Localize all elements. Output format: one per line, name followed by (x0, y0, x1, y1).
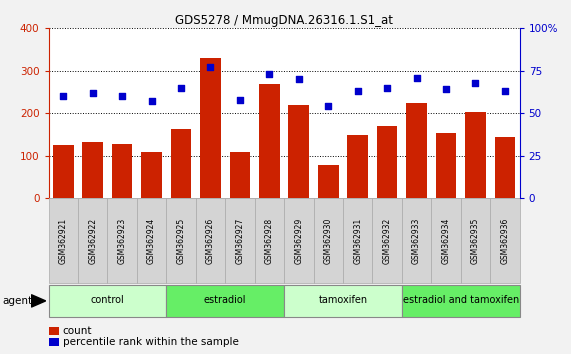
Point (59, 93, 68, 99)
FancyBboxPatch shape (313, 198, 343, 283)
Text: GSM362929: GSM362929 (294, 218, 303, 264)
Point (324, 104, 333, 109)
Bar (347, 135, 368, 198)
Point (500, 88, 509, 94)
Bar (53, 145, 74, 198)
FancyBboxPatch shape (490, 198, 520, 283)
Text: GSM362935: GSM362935 (471, 217, 480, 264)
Text: count: count (63, 326, 93, 336)
Text: GSM362926: GSM362926 (206, 218, 215, 264)
Bar (230, 152, 250, 198)
Point (118, 93, 127, 99)
FancyBboxPatch shape (225, 198, 255, 283)
Bar (82, 142, 103, 198)
FancyBboxPatch shape (402, 198, 431, 283)
Point (353, 88, 362, 94)
Point (383, 85, 392, 91)
Point (206, 64, 215, 70)
Text: GSM362931: GSM362931 (353, 218, 362, 264)
Text: percentile rank within the sample: percentile rank within the sample (63, 337, 239, 347)
Point (235, 97, 244, 103)
Point (294, 76, 303, 82)
Bar (436, 133, 456, 198)
FancyBboxPatch shape (137, 198, 166, 283)
Polygon shape (31, 295, 46, 307)
Bar (465, 113, 486, 198)
Point (176, 85, 186, 91)
Text: tamoxifen: tamoxifen (319, 295, 368, 305)
FancyBboxPatch shape (284, 198, 313, 283)
Text: GSM362927: GSM362927 (235, 218, 244, 264)
FancyBboxPatch shape (343, 198, 372, 283)
Bar (377, 126, 397, 198)
Text: estradiol: estradiol (204, 295, 247, 305)
Bar (318, 165, 339, 198)
FancyBboxPatch shape (166, 198, 196, 283)
Text: GSM362933: GSM362933 (412, 217, 421, 264)
Text: GSM362925: GSM362925 (176, 218, 186, 264)
Bar (406, 103, 427, 198)
Text: agent: agent (3, 296, 33, 306)
Text: GSM362936: GSM362936 (500, 217, 509, 264)
FancyBboxPatch shape (78, 198, 107, 283)
Point (471, 80, 480, 86)
FancyBboxPatch shape (49, 285, 166, 317)
Bar (141, 152, 162, 198)
Text: GSM362930: GSM362930 (324, 217, 333, 264)
Bar (171, 129, 191, 198)
Point (88, 90, 97, 96)
Bar (200, 58, 221, 198)
Point (265, 72, 274, 77)
Title: GDS5278 / MmugDNA.26316.1.S1_at: GDS5278 / MmugDNA.26316.1.S1_at (175, 14, 393, 27)
FancyBboxPatch shape (372, 198, 402, 283)
Text: control: control (91, 295, 124, 305)
FancyBboxPatch shape (284, 285, 402, 317)
Bar (494, 137, 515, 198)
Point (441, 87, 451, 92)
FancyBboxPatch shape (166, 285, 284, 317)
Text: GSM362924: GSM362924 (147, 218, 156, 264)
FancyBboxPatch shape (431, 198, 461, 283)
FancyBboxPatch shape (255, 198, 284, 283)
Point (147, 98, 156, 104)
Text: GSM362921: GSM362921 (59, 218, 68, 264)
FancyBboxPatch shape (196, 198, 225, 283)
FancyBboxPatch shape (461, 198, 490, 283)
Text: GSM362928: GSM362928 (265, 218, 274, 264)
Text: GSM362923: GSM362923 (118, 218, 127, 264)
FancyBboxPatch shape (49, 198, 78, 283)
Text: estradiol and tamoxifen: estradiol and tamoxifen (403, 295, 519, 305)
FancyBboxPatch shape (107, 198, 137, 283)
Bar (112, 144, 132, 198)
Text: GSM362922: GSM362922 (88, 218, 97, 264)
Point (412, 75, 421, 80)
Text: GSM362932: GSM362932 (383, 218, 392, 264)
Bar (259, 84, 280, 198)
FancyBboxPatch shape (402, 285, 520, 317)
Bar (288, 105, 309, 198)
Text: GSM362934: GSM362934 (441, 217, 451, 264)
